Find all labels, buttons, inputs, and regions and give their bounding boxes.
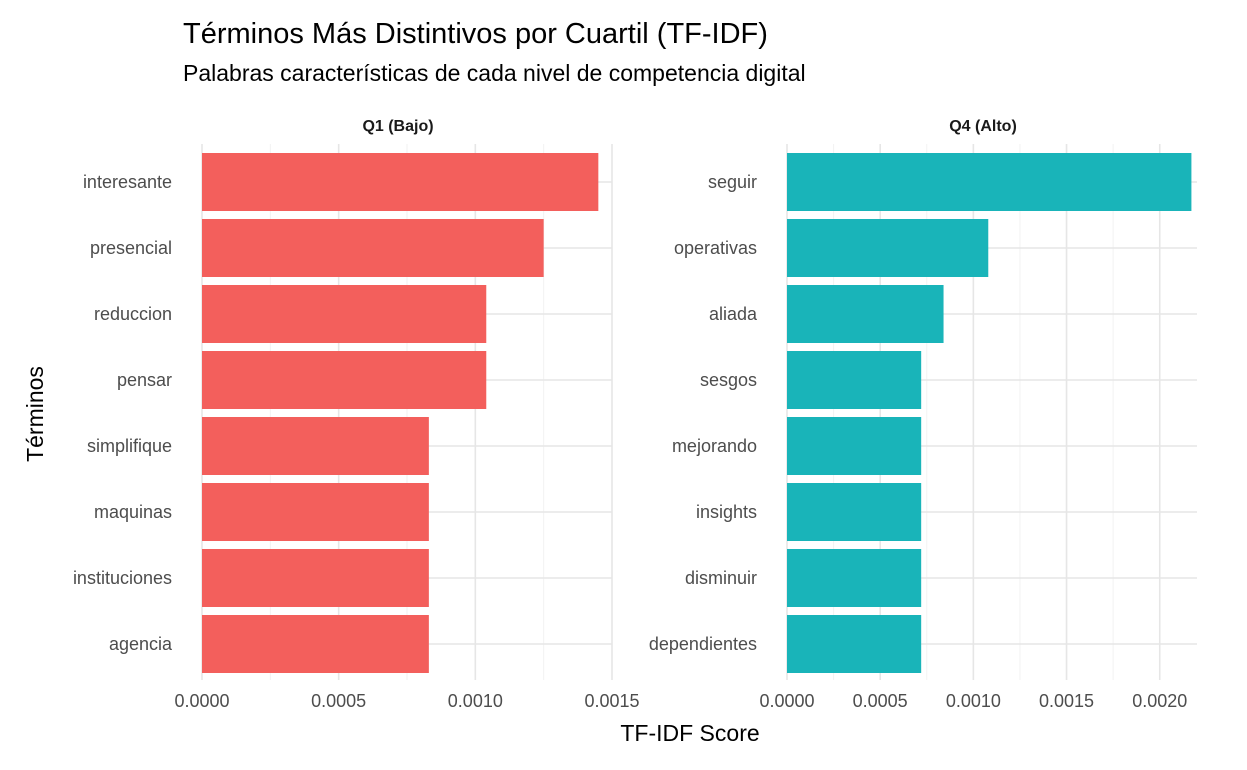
x-tick-label: 0.0015	[584, 691, 639, 711]
bar-pensar	[202, 351, 487, 409]
bar-agencia	[202, 615, 429, 673]
x-tick-label: 0.0000	[759, 691, 814, 711]
x-tick-label: 0.0010	[946, 691, 1001, 711]
x-tick-label: 0.0000	[174, 691, 229, 711]
x-tick-label: 0.0010	[448, 691, 503, 711]
y-tick-label: aliada	[709, 304, 758, 324]
bar-seguir	[787, 153, 1192, 211]
bar-maquinas	[202, 483, 429, 541]
bar-instituciones	[202, 549, 429, 607]
facet-strip-label: Q1 (Bajo)	[362, 118, 433, 135]
x-tick-label: 0.0005	[311, 691, 366, 711]
bar-interesante	[202, 153, 599, 211]
y-tick-label: dependientes	[649, 634, 757, 654]
x-axis-title: TF-IDF Score	[620, 720, 759, 746]
bar-operativas	[787, 219, 989, 277]
y-tick-label: agencia	[109, 634, 173, 654]
bar-insights	[787, 483, 922, 541]
x-tick-label: 0.0005	[853, 691, 908, 711]
bar-mejorando	[787, 417, 922, 475]
y-tick-label: sesgos	[700, 370, 757, 390]
y-tick-label: seguir	[708, 172, 757, 192]
bar-dependientes	[787, 615, 922, 673]
panel-q4: 0.0000 0.0005 0.0010 0.0015 0.0020 seguir oper…	[649, 118, 1197, 711]
bar-disminuir	[787, 549, 922, 607]
y-tick-label: disminuir	[685, 568, 757, 588]
panel-q1: 0.0000 0.0005 0.0010 0.0015 interesante prese…	[73, 118, 640, 711]
y-tick-label: maquinas	[94, 502, 172, 522]
y-tick-label: interesante	[83, 172, 172, 192]
bar-reduccion	[202, 285, 487, 343]
facet-strip-label: Q4 (Alto)	[949, 118, 1017, 135]
bar-sesgos	[787, 351, 922, 409]
y-tick-label: simplifique	[87, 436, 172, 456]
bar-presencial	[202, 219, 544, 277]
y-axis-title: Términos	[22, 366, 48, 462]
x-tick-label: 0.0015	[1039, 691, 1094, 711]
y-tick-label: reduccion	[94, 304, 172, 324]
y-tick-label: insights	[696, 502, 757, 522]
chart-subtitle: Palabras características de cada nivel d…	[183, 60, 806, 86]
y-tick-label: pensar	[117, 370, 172, 390]
y-tick-label: presencial	[90, 238, 172, 258]
chart-title: Términos Más Distintivos por Cuartil (TF…	[183, 18, 768, 50]
bar-aliada	[787, 285, 944, 343]
y-tick-label: instituciones	[73, 568, 172, 588]
y-tick-label: mejorando	[672, 436, 757, 456]
bar-simplifique	[202, 417, 429, 475]
y-tick-label: operativas	[674, 238, 757, 258]
x-tick-label: 0.0020	[1132, 691, 1187, 711]
